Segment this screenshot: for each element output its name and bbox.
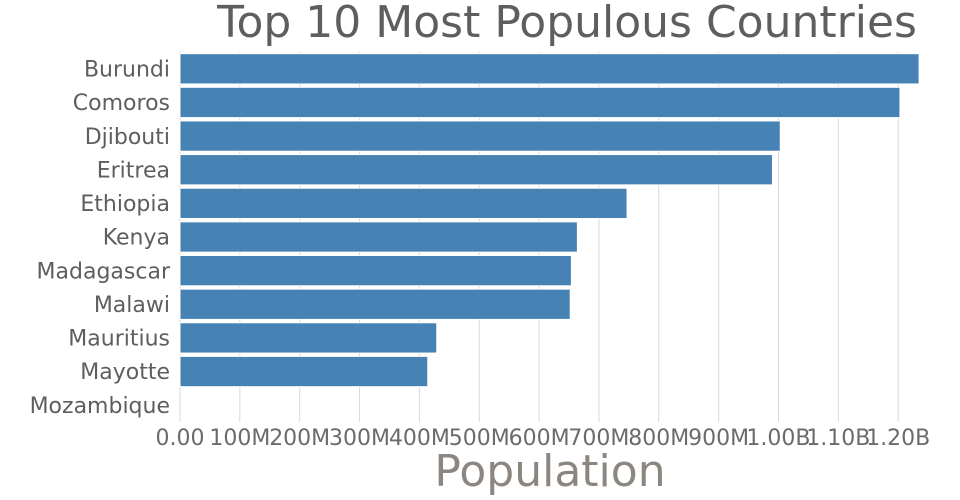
x-tick-label: 700M — [568, 426, 629, 451]
bar-kenya — [179, 221, 578, 253]
x-tick-label: 900M — [688, 426, 749, 451]
x-tick-label: 1.00B — [746, 426, 810, 451]
bar-mauritius — [179, 322, 438, 354]
category-label: Mozambique — [30, 394, 170, 419]
category-label: Kenya — [103, 226, 170, 251]
bar-madagascar — [179, 255, 572, 287]
x-tick-label: 600M — [509, 426, 570, 451]
bar-comoros — [179, 86, 901, 119]
category-label: Comoros — [73, 91, 170, 116]
category-label: Djibouti — [85, 125, 170, 150]
bar-djibouti — [179, 120, 781, 152]
bar-eritrea — [179, 154, 773, 186]
x-tick-label: 400M — [389, 426, 450, 451]
bar-burundi — [179, 53, 920, 85]
x-tick-label: 200M — [269, 426, 330, 451]
category-label: Malawi — [94, 293, 170, 318]
category-label: Mauritius — [68, 327, 170, 352]
category-label: Ethiopia — [80, 192, 170, 217]
category-label: Eritrea — [97, 158, 170, 183]
category-label: Madagascar — [37, 259, 171, 284]
x-tick-label: 800M — [628, 426, 689, 451]
x-tick-label: 1.10B — [806, 426, 870, 451]
category-label: Burundi — [84, 58, 170, 83]
x-tick-labels: 0.00 100M200M300M400M500M600M700M800M900M… — [156, 426, 931, 451]
bars — [179, 53, 920, 388]
x-tick-label: 0.00 — [156, 426, 205, 451]
x-tick-label: 300M — [329, 426, 390, 451]
x-axis-title: Population — [434, 446, 665, 497]
x-tick-label: 1.20B — [866, 426, 930, 451]
chart-title: Top 10 Most Populous Countries — [216, 0, 917, 48]
bar-malawi — [179, 288, 571, 320]
bar-ethiopia — [179, 187, 628, 220]
x-tick-label: 500M — [449, 426, 510, 451]
category-labels: Burundi Comoros Djibouti Eritrea Ethiopia Ken… — [30, 58, 171, 419]
x-tick-label: 100M — [209, 426, 270, 451]
category-label: Mayotte — [80, 360, 170, 385]
bar-mayotte — [179, 355, 429, 388]
